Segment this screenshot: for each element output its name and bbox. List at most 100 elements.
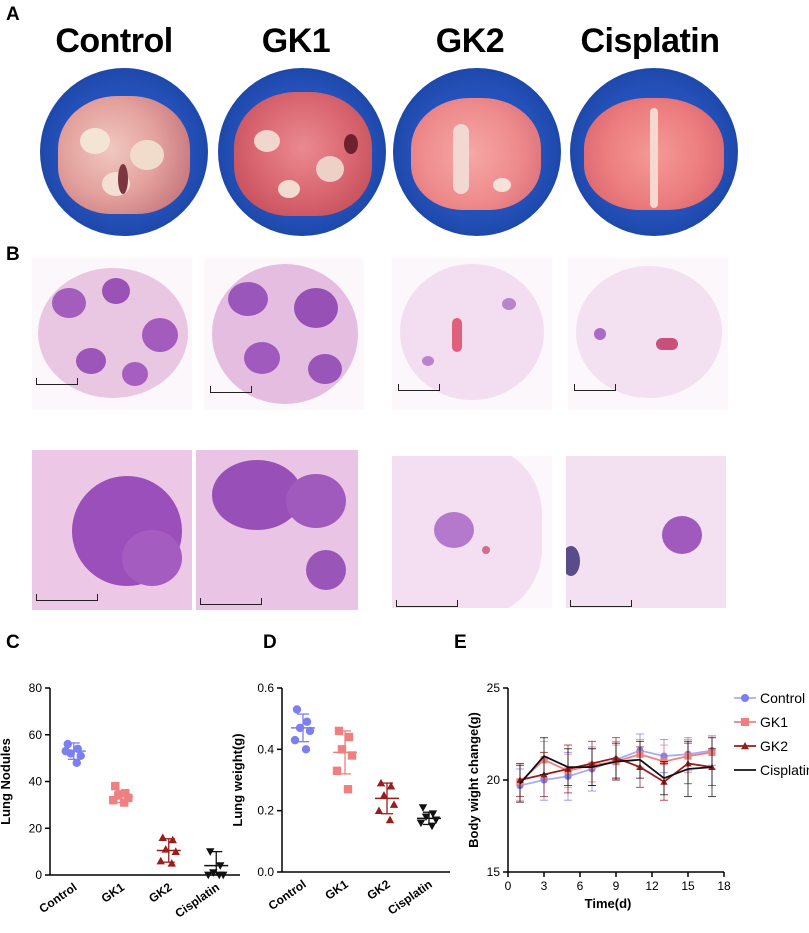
chart-e-point-gk2 xyxy=(540,770,548,778)
scale-bar xyxy=(36,594,98,601)
chart-e-legend-label-cisplatin: Cisplatin xyxy=(760,762,809,778)
chart-d-point-cisplatin xyxy=(416,819,426,828)
histology-high-control xyxy=(32,450,192,610)
chart-c-point-control xyxy=(76,751,85,760)
chart-d-point-control xyxy=(290,735,300,745)
chart-e-line-cisplatin xyxy=(519,754,713,785)
chart-c-point-gk1 xyxy=(111,781,120,791)
chart-c-point-cisplatin xyxy=(216,862,225,870)
chart-d-y-tick-label: 0.0 xyxy=(257,865,274,879)
chart-c-point-gk1 xyxy=(114,791,123,800)
chart-e-x-tick-label: 3 xyxy=(541,879,548,893)
scale-bar xyxy=(200,598,262,605)
chart-d-point-gk1 xyxy=(334,726,344,736)
chart-e-line-gk2 xyxy=(519,756,713,783)
chart-d-x-tick-label: GK2 xyxy=(364,877,393,903)
chart-d-x-tick-label: Cisplatin xyxy=(385,877,435,918)
histology-low-gk2 xyxy=(392,258,552,410)
chart-c-point-gk1 xyxy=(124,793,133,803)
chart-e-legend-marker-control xyxy=(741,694,749,702)
chart-e-point-gk2 xyxy=(636,763,644,770)
chart-d-point-control xyxy=(302,717,312,726)
panel-letter-c: C xyxy=(6,632,20,653)
group-title-control: Control xyxy=(55,22,173,60)
chart-e-point-control xyxy=(660,752,668,760)
histology-high-cisplatin xyxy=(566,456,726,608)
chart-c-point-gk2 xyxy=(158,833,167,841)
chart-d-point-gk1 xyxy=(332,766,342,775)
chart-c-x-tick-label: Cisplatin xyxy=(172,880,222,921)
chart-d-point-control xyxy=(292,705,302,714)
chart-d-x-tick-label: Control xyxy=(266,877,309,913)
chart-d-x-tick-label: GK1 xyxy=(322,877,351,903)
chart-e-x-tick-label: 12 xyxy=(645,879,659,893)
chart-e-point-control xyxy=(708,746,716,755)
panel-letter-b: B xyxy=(6,244,20,265)
chart-c-point-control xyxy=(72,758,81,767)
chart-e-point-control xyxy=(636,746,644,755)
chart-d-point-gk2 xyxy=(376,778,386,787)
chart-d-point-cisplatin xyxy=(431,816,441,825)
chart-e-point-gk1 xyxy=(660,758,668,766)
chart-d-point-gk1 xyxy=(337,745,347,754)
chart-c-point-cisplatin xyxy=(215,871,224,880)
chart-d-y-tick-label: 0.4 xyxy=(257,742,274,756)
chart-e-line-gk1 xyxy=(519,751,713,783)
chart-c-y-tick-label: 20 xyxy=(29,821,43,835)
chart-e-x-axis-label: Time(d) xyxy=(585,896,632,911)
chart-e-point-control xyxy=(588,765,596,773)
chart-c-point-cisplatin xyxy=(204,871,213,880)
lung-photo-gk1 xyxy=(218,68,386,236)
panel-letter-e: E xyxy=(454,632,467,653)
chart-c-point-control xyxy=(61,746,70,756)
scale-bar xyxy=(396,600,458,607)
chart-d-point-gk2 xyxy=(386,781,396,790)
chart-c-y-axis-label: Lung Nodules xyxy=(0,738,13,825)
chart-d-point-gk1 xyxy=(347,751,357,760)
chart-e-point-gk2 xyxy=(684,759,692,767)
chart-c-point-gk1 xyxy=(121,788,130,798)
scale-bar xyxy=(574,384,616,391)
chart-e-point-gk1 xyxy=(684,752,692,760)
chart-c-y-tick-label: 40 xyxy=(29,775,43,789)
chart-d-point-gk1 xyxy=(343,785,353,794)
chart-e-legend-label-gk1: GK1 xyxy=(760,714,788,730)
chart-c-y-tick-label: 60 xyxy=(29,728,43,742)
chart-c-x-tick-label: GK2 xyxy=(146,880,175,906)
group-title-gk2: GK2 xyxy=(435,22,505,60)
chart-d-point-control xyxy=(305,726,315,736)
chart-e-x-tick-label: 15 xyxy=(681,879,695,893)
group-title-gk1: GK1 xyxy=(261,22,331,60)
chart-c-x-tick-label: Control xyxy=(36,880,79,916)
chart-e-x-tick-label: 6 xyxy=(577,879,584,893)
chart-c-x-tick-label: GK1 xyxy=(99,880,128,906)
chart-e-point-gk2 xyxy=(612,754,620,761)
chart-d-point-gk1 xyxy=(344,732,354,742)
chart-c-point-cisplatin xyxy=(219,871,228,880)
chart-e-y-tick-label: 25 xyxy=(487,681,501,695)
scale-bar xyxy=(36,378,78,385)
chart-c-point-control xyxy=(73,744,82,753)
chart-d-point-cisplatin xyxy=(427,822,437,831)
chart-e-x-tick-label: 0 xyxy=(505,879,512,893)
chart-c-y-tick-label: 0 xyxy=(35,868,42,882)
chart-e-legend-marker-gk2 xyxy=(741,742,749,750)
chart-c-point-gk1 xyxy=(109,796,118,805)
chart-c-point-gk2 xyxy=(156,856,165,865)
chart-e-point-gk1 xyxy=(636,750,644,758)
histology-low-control xyxy=(32,258,192,410)
chart-c-point-control xyxy=(63,739,72,749)
chart-d-point-control xyxy=(301,745,311,754)
chart-e-point-gk2 xyxy=(708,763,716,770)
chart-c-point-gk2 xyxy=(171,847,180,855)
chart-e-point-gk2 xyxy=(564,765,572,772)
histology-low-cisplatin xyxy=(568,258,728,410)
chart-e-x-tick-label: 9 xyxy=(613,879,620,893)
chart-e-point-gk2 xyxy=(660,778,668,785)
chart-e-point-gk1 xyxy=(708,748,716,756)
chart-d-point-gk2 xyxy=(385,815,395,824)
histology-high-gk2 xyxy=(392,456,552,608)
chart-e-point-gk1 xyxy=(612,758,620,766)
lung-photo-control xyxy=(40,68,208,236)
chart-e-legend-marker-gk1 xyxy=(741,718,749,726)
